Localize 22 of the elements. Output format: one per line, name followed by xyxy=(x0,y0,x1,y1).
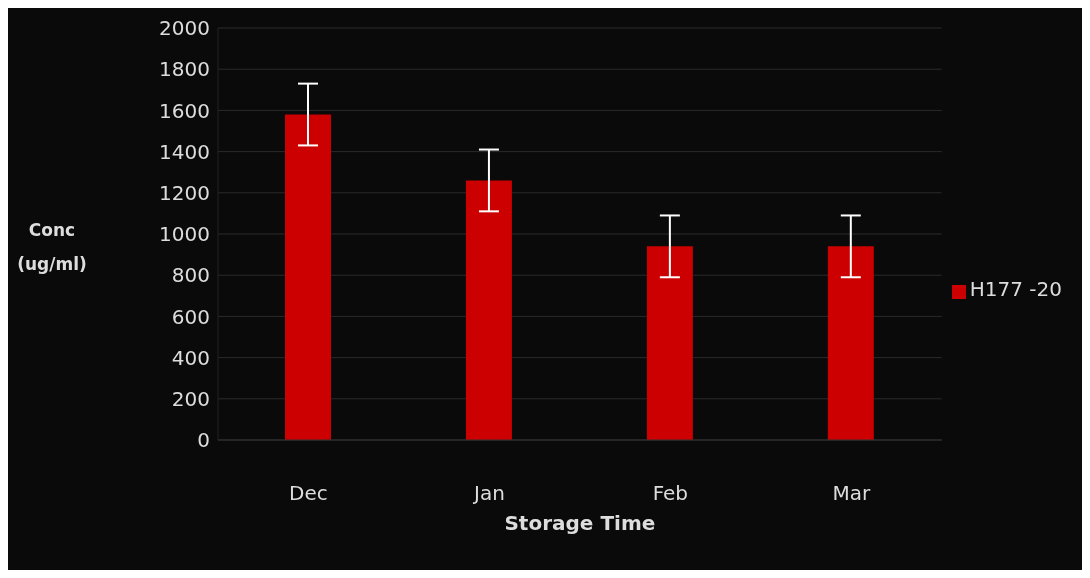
y-tick-label: 1600 xyxy=(159,98,210,123)
legend-label: H177 -20 xyxy=(969,277,1062,301)
x-axis-title: Storage Time xyxy=(504,511,656,535)
y-tick-label: 400 xyxy=(171,345,210,370)
bar xyxy=(646,246,693,440)
bar xyxy=(827,246,874,440)
y-tick-label: 1400 xyxy=(159,139,210,164)
y-tick-label: 200 xyxy=(171,386,210,411)
y-tick-label: 1800 xyxy=(159,57,210,82)
bar xyxy=(465,180,512,440)
y-tick-label: 800 xyxy=(171,263,210,288)
y-axis-title: Conc (ug/ml) xyxy=(16,219,88,276)
y-tick-label: 2000 xyxy=(159,16,210,41)
y-tick-label: 600 xyxy=(171,304,210,329)
y-tick-label: 1200 xyxy=(159,180,210,205)
x-tick-label: Jan xyxy=(471,481,505,506)
y-tick-label: 0 xyxy=(197,428,210,453)
x-tick-label: Dec xyxy=(289,481,328,506)
bar xyxy=(285,114,331,440)
x-tick-label: Mar xyxy=(832,481,871,506)
y-tick-label: 1000 xyxy=(159,222,210,247)
x-tick-label: Feb xyxy=(652,481,689,506)
